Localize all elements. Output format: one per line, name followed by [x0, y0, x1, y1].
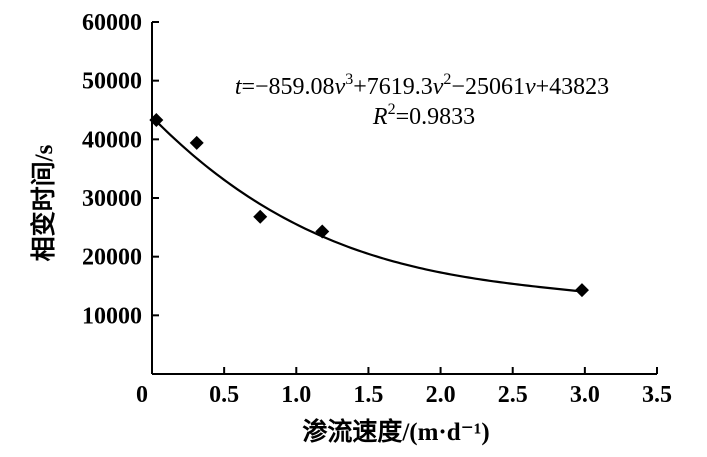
y-tick-label: 40000 [82, 127, 142, 153]
x-tick-label: 1.0 [281, 382, 311, 408]
x-axis-title: 渗流速度/(m·d⁻¹) [302, 417, 489, 446]
fit-layer [155, 120, 583, 293]
y-axis-title: 相变时间/s [29, 144, 58, 261]
y-ticks: 10000 20000 30000 40000 50000 60000 [82, 10, 159, 329]
x-ticks: 0 0.5 1.0 1.5 2.0 2.5 3.0 3.5 [136, 367, 672, 408]
x-tick-label: 3.0 [570, 382, 600, 408]
data-point [315, 224, 330, 239]
y-tick-label: 30000 [82, 186, 142, 212]
data-point [189, 135, 204, 150]
x-tick-label: 2.0 [426, 382, 456, 408]
x-tick-label: 1.5 [353, 382, 383, 408]
x-tick-label: 0 [136, 382, 148, 408]
fit-curve [155, 120, 583, 293]
r-squared-label: R2=0.9833 [372, 101, 475, 130]
y-tick-label: 20000 [82, 245, 142, 271]
x-tick-label: 3.5 [642, 382, 672, 408]
y-tick-label: 50000 [82, 69, 142, 95]
y-tick-label: 10000 [82, 303, 142, 329]
fit-equation: t=−859.08v3+7619.3v2−25061v+43823 [235, 71, 609, 100]
data-points [149, 112, 589, 298]
x-tick-label: 2.5 [498, 382, 528, 408]
y-tick-label: 60000 [82, 10, 142, 36]
data-point [149, 112, 164, 127]
data-point [253, 209, 268, 224]
data-point [574, 283, 589, 298]
x-tick-label: 0.5 [209, 382, 239, 408]
